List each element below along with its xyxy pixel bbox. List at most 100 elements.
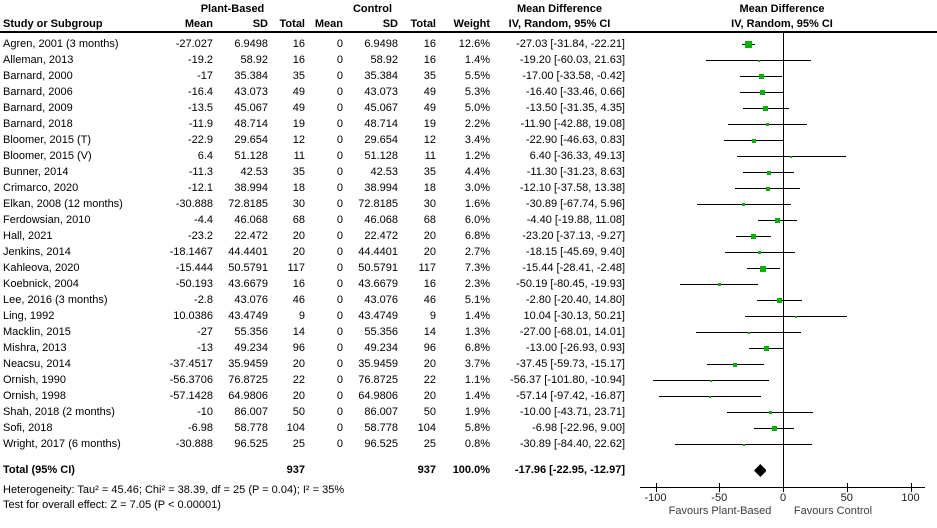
study-row: Neacsu, 2014 -37.4517 35.9459 20 0 35.94… bbox=[0, 356, 937, 372]
plant-mean: -10 bbox=[197, 406, 213, 418]
study-label: Barnard, 2000 bbox=[3, 70, 73, 82]
plant-sd: 86.007 bbox=[234, 406, 268, 418]
study-label: Ling, 1992 bbox=[3, 310, 55, 322]
weight-value: 3.7% bbox=[464, 358, 490, 370]
md-ci-plot-header: IV, Random, 95% CI bbox=[731, 18, 833, 30]
plot-cell bbox=[627, 292, 937, 308]
effect-square bbox=[765, 186, 770, 191]
weight-value: 2.7% bbox=[464, 246, 490, 258]
control-total: 96 bbox=[423, 342, 436, 354]
plant-sd: 48.714 bbox=[234, 118, 268, 130]
plant-total: 16 bbox=[292, 54, 305, 66]
control-sd: 43.076 bbox=[364, 294, 398, 306]
total-md-ci-text: -17.96 [-22.95, -12.97] bbox=[514, 464, 625, 476]
study-label: Bloomer, 2015 (T) bbox=[3, 134, 92, 146]
study-label: Bloomer, 2015 (V) bbox=[3, 150, 92, 162]
md-ci-text: -6.98 [-22.96, 9.00] bbox=[532, 422, 625, 434]
plant-sd: 76.8725 bbox=[228, 374, 268, 386]
control-sd: 35.384 bbox=[364, 70, 398, 82]
study-label: Mishra, 2013 bbox=[3, 342, 67, 354]
plant-total: 20 bbox=[292, 358, 305, 370]
plant-total: 104 bbox=[286, 422, 305, 434]
control-total: 20 bbox=[423, 246, 436, 258]
weight-value: 12.6% bbox=[458, 38, 490, 50]
control-mean: 0 bbox=[336, 214, 343, 226]
md-ci-text: -30.89 [-67.74, 5.96] bbox=[525, 198, 625, 210]
control-total: 16 bbox=[423, 278, 436, 290]
effect-square bbox=[763, 106, 769, 111]
control-total: 46 bbox=[423, 294, 436, 306]
study-row: Barnard, 2018 -11.9 48.714 19 0 48.714 1… bbox=[0, 116, 937, 132]
plot-cell bbox=[627, 340, 937, 356]
plot-cell bbox=[627, 308, 937, 324]
plot-cell bbox=[627, 36, 937, 52]
md-ci-text: 10.04 [-30.13, 50.21] bbox=[523, 310, 625, 322]
plot-cell bbox=[627, 324, 937, 340]
md-ci-text: -17.00 [-33.58, -0.42] bbox=[522, 70, 625, 82]
control-total: 30 bbox=[423, 198, 436, 210]
plant-mean: -16.4 bbox=[187, 86, 213, 98]
total-row: Total (95% CI) 937 937 100.0% -17.96 [-2… bbox=[0, 462, 937, 478]
plot-cell bbox=[627, 276, 937, 292]
plot-cell bbox=[627, 180, 937, 196]
weight-value: 5.3% bbox=[464, 86, 490, 98]
plant-total: 30 bbox=[292, 198, 305, 210]
md-ci-text: -23.20 [-37.13, -9.27] bbox=[522, 230, 625, 242]
control-total: 14 bbox=[423, 326, 436, 338]
plant-sd: 22.472 bbox=[234, 230, 268, 242]
control-mean: 0 bbox=[336, 278, 343, 290]
control-total: 35 bbox=[423, 166, 436, 178]
control-total: 9 bbox=[429, 310, 436, 322]
effect-square bbox=[758, 74, 764, 79]
study-label: Barnard, 2018 bbox=[3, 118, 73, 130]
plot-cell bbox=[627, 132, 937, 148]
axis-tick-label: 0 bbox=[779, 492, 787, 504]
plant-mean: 6.4 bbox=[197, 150, 213, 162]
favours-left-label: Favours Plant-Based bbox=[668, 505, 772, 517]
control-sd: 38.994 bbox=[364, 182, 398, 194]
plant-sd: 58.778 bbox=[234, 422, 268, 434]
control-mean: 0 bbox=[336, 54, 343, 66]
md-ci-text: -13.50 [-31.35, 4.35] bbox=[525, 102, 625, 114]
control-total-header: Total bbox=[410, 18, 436, 30]
plant-mean: -50.193 bbox=[175, 278, 213, 290]
axis-tick-label: 100 bbox=[901, 492, 920, 504]
plant-sd: 51.128 bbox=[234, 150, 268, 162]
md-ci-text: -15.44 [-28.41, -2.48] bbox=[522, 262, 625, 274]
control-sd: 50.5791 bbox=[358, 262, 398, 274]
plot-cell bbox=[627, 212, 937, 228]
study-label: Bunner, 2014 bbox=[3, 166, 69, 178]
plot-cell bbox=[627, 52, 937, 68]
plot-cell bbox=[627, 260, 937, 276]
control-sd: 86.007 bbox=[364, 406, 398, 418]
control-sd: 64.9806 bbox=[358, 390, 398, 402]
plant-mean: -12.1 bbox=[187, 182, 213, 194]
weight-value: 2.3% bbox=[464, 278, 490, 290]
plant-sd: 42.53 bbox=[240, 166, 268, 178]
control-total: 117 bbox=[418, 262, 436, 274]
plant-total: 16 bbox=[292, 38, 305, 50]
plant-total: 50 bbox=[292, 406, 305, 418]
md-plot-title: Mean Difference bbox=[739, 3, 825, 15]
study-row: Jenkins, 2014 -18.1467 44.4401 20 0 44.4… bbox=[0, 244, 937, 260]
weight-value: 0.8% bbox=[464, 438, 490, 450]
weight-value: 1.3% bbox=[464, 326, 490, 338]
weight-value: 7.3% bbox=[464, 262, 490, 274]
study-row: Barnard, 2009 -13.5 45.067 49 0 45.067 4… bbox=[0, 100, 937, 116]
control-sd: 48.714 bbox=[364, 118, 398, 130]
plant-total: 20 bbox=[292, 246, 305, 258]
control-mean: 0 bbox=[336, 150, 343, 162]
md-ci-text: -57.14 [-97.42, -16.87] bbox=[516, 390, 625, 402]
study-label: Macklin, 2015 bbox=[3, 326, 71, 338]
axis-tick-label: -50 bbox=[711, 492, 728, 504]
plant-mean: 10.0386 bbox=[173, 310, 213, 322]
pooled-diamond-cell bbox=[627, 462, 937, 478]
effect-square bbox=[710, 379, 713, 382]
md-ci-text: -2.80 [-20.40, 14.80] bbox=[525, 294, 625, 306]
study-label: Neacsu, 2014 bbox=[3, 358, 71, 370]
total-label: Total (95% CI) bbox=[3, 464, 75, 476]
md-ci-text: -16.40 [-33.46, 0.66] bbox=[525, 86, 625, 98]
control-total: 20 bbox=[423, 230, 436, 242]
plant-mean: -22.9 bbox=[187, 134, 213, 146]
axis-tick-label: 50 bbox=[840, 492, 853, 504]
